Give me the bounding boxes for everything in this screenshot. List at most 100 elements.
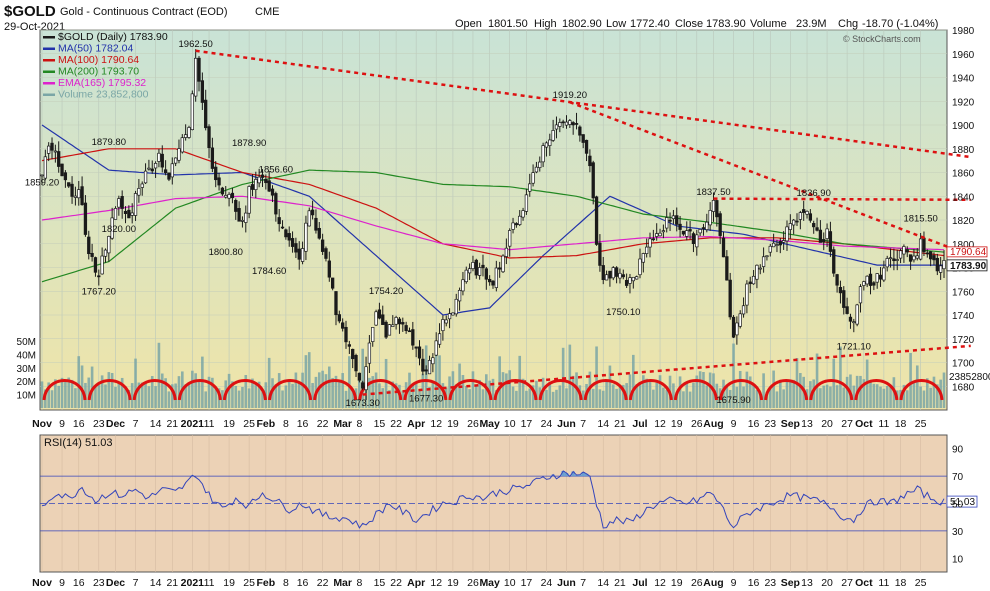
candle-body: [611, 267, 615, 279]
candle-body: [163, 169, 168, 174]
x-tick-label: 2021: [181, 418, 205, 430]
volume-bar: [925, 378, 929, 408]
cycle-arc: [719, 379, 764, 401]
volume-bar: [54, 379, 57, 408]
volume-bar: [301, 372, 304, 408]
low-value: 1772.40: [630, 18, 670, 30]
candle-body: [915, 255, 919, 259]
cycle-arc: [583, 379, 628, 401]
candle-body: [407, 330, 412, 333]
rsi-overbought-fill: [578, 474, 582, 477]
cycle-arc: [268, 379, 313, 401]
candle-body: [761, 256, 766, 267]
candle-body: [57, 151, 61, 167]
volume-bar: [508, 370, 512, 408]
volume-bar: [558, 385, 562, 408]
price-annotation: 1859.20: [25, 177, 59, 188]
candle-body: [190, 93, 194, 131]
volume-bar: [735, 386, 739, 408]
x-tick-label: 10: [504, 577, 516, 589]
x-tick-label: 18: [895, 418, 907, 430]
candle-body: [361, 382, 365, 389]
x-tick-label: 22: [317, 577, 329, 589]
candle-body: [541, 145, 545, 163]
candle-body: [270, 188, 275, 196]
x-tick-label: Jun: [557, 418, 576, 430]
volume-bar: [936, 384, 939, 408]
candle-body: [267, 180, 271, 192]
volume-bar: [708, 372, 712, 408]
volume-bar: [755, 389, 759, 408]
candle-body: [802, 209, 806, 213]
candle-body: [898, 250, 903, 259]
candle-body: [444, 319, 448, 324]
volume-bar: [485, 374, 488, 408]
candle-body: [531, 172, 535, 184]
candle-body: [818, 229, 823, 243]
volume-bar: [297, 382, 301, 408]
candle-body: [551, 130, 555, 141]
volume-bar: [428, 386, 431, 408]
rsi-tick-label: 10: [952, 554, 964, 565]
cycle-arc: [764, 379, 809, 401]
candle-body: [795, 220, 799, 223]
x-tick-label: 7: [580, 418, 586, 430]
candle-body: [87, 236, 91, 255]
candle-body: [177, 148, 181, 161]
candle-body: [474, 259, 478, 276]
watermark: © StockCharts.com: [843, 34, 921, 44]
x-tick-label: 21: [614, 418, 626, 430]
legend-entry: MA(100) 1790.64: [58, 54, 139, 66]
price-x-axis: Nov 9 16 23 Dec 7 14 21 2021 11 19 25 Feb 8 16 22 Mar 8 15…: [32, 418, 927, 430]
price-tick-label: 1860: [952, 169, 975, 180]
candle-body: [665, 217, 669, 229]
candle-body: [160, 153, 164, 168]
candle-body: [447, 313, 452, 320]
volume-bar: [839, 346, 842, 408]
volume-bar: [621, 384, 625, 408]
candle-body: [624, 279, 629, 286]
candle-body: [60, 163, 64, 177]
legend-swatch: [43, 93, 55, 96]
candle-body: [204, 99, 208, 129]
candle-body: [651, 238, 656, 241]
candle-body: [501, 255, 505, 273]
candle-body: [250, 184, 255, 190]
candle-body: [310, 209, 315, 216]
x-tick-label: 8: [283, 418, 289, 430]
x-tick-label: 19: [671, 577, 683, 589]
candle-body: [254, 179, 258, 190]
volume-bar: [170, 384, 174, 408]
x-tick-label: Sep: [781, 418, 800, 430]
volume-bar: [267, 357, 271, 408]
volume-bar: [628, 374, 632, 408]
price-annotation: 1878.90: [232, 138, 266, 149]
volume-bar: [70, 379, 74, 408]
volume-bar: [852, 385, 856, 408]
volume-bar: [401, 390, 405, 408]
candle-body: [374, 311, 378, 326]
x-tick-label: 14: [597, 418, 609, 430]
x-tick-label: 21: [614, 577, 626, 589]
rsi-tick-label: 50: [952, 500, 964, 511]
candle-body: [214, 166, 218, 181]
candle-body: [695, 234, 699, 248]
candle-body: [715, 200, 719, 218]
x-tick-label: 19: [671, 418, 683, 430]
candle-body: [621, 274, 625, 278]
candle-body: [371, 327, 375, 342]
candle-body: [568, 120, 572, 125]
candle-body: [718, 213, 722, 236]
candle-body: [835, 274, 839, 286]
volume-bar: [685, 382, 689, 408]
high-value: 1802.90: [562, 18, 602, 30]
candle-body: [504, 247, 509, 257]
candle-body: [237, 208, 241, 222]
candle-body: [658, 232, 662, 237]
candle-body: [197, 57, 201, 82]
price-annotation: 1879.80: [92, 137, 126, 148]
x-tick-label: 14: [150, 577, 162, 589]
candle-body: [618, 272, 622, 279]
candle-body: [848, 316, 853, 322]
